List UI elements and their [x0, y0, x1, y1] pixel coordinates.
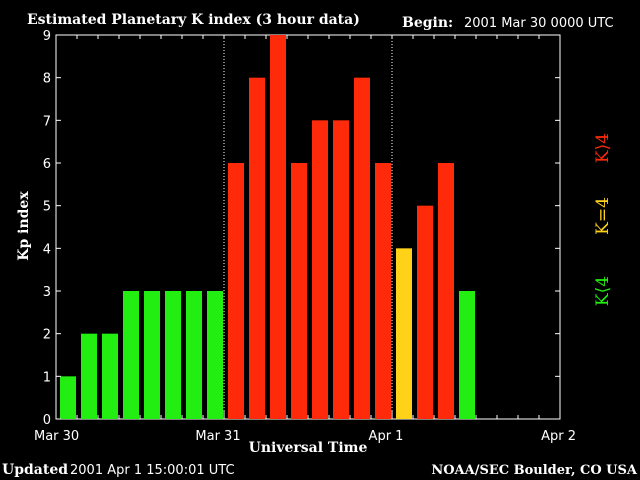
- bar: [144, 291, 160, 419]
- y-tick-label: 0: [43, 413, 51, 428]
- bar: [417, 205, 433, 419]
- bar: [375, 163, 391, 419]
- begin-label: Begin:: [402, 15, 453, 31]
- y-tick-label: 4: [43, 242, 51, 257]
- bar: [459, 291, 475, 419]
- y-tick-label: 7: [43, 114, 51, 129]
- legend-high-label: K⟩4: [593, 133, 613, 163]
- bar: [396, 248, 412, 419]
- bar: [186, 291, 202, 419]
- bar: [228, 163, 244, 419]
- y-tick-label: 3: [43, 285, 51, 300]
- bar: [312, 120, 328, 419]
- x-axis-label: Universal Time: [249, 440, 368, 456]
- updated-value: 2001 Apr 1 15:00:01 UTC: [70, 463, 235, 478]
- legend-equal-label: K=4: [593, 197, 613, 235]
- bar: [270, 35, 286, 419]
- plot-area: 0 1 2 3 4 5 6 7 8 9 Mar 30 Mar 31 Apr 1 Apr 2: [34, 29, 576, 444]
- x-tick-label: Mar 31: [195, 429, 240, 444]
- x-tick-label: Apr 2: [541, 429, 576, 444]
- bar: [102, 333, 118, 419]
- x-tick-label: Apr 1: [369, 429, 404, 444]
- y-tick-label: 1: [43, 370, 51, 385]
- x-tick-label: Mar 30: [34, 429, 79, 444]
- bar: [354, 77, 370, 420]
- y-tick-label: 5: [43, 200, 51, 215]
- legend-low-label: K⟨4: [593, 276, 613, 306]
- y-axis-label: Kp index: [16, 191, 32, 261]
- bar: [207, 291, 223, 419]
- updated-label: Updated: [2, 462, 68, 478]
- y-tick-label: 9: [43, 29, 51, 44]
- bar: [249, 77, 265, 420]
- y-tick-label: 8: [43, 72, 51, 87]
- y-tick-label: 2: [43, 328, 51, 343]
- begin-value: 2001 Mar 30 0000 UTC: [464, 16, 614, 31]
- chart-title: Estimated Planetary K index (3 hour data…: [27, 12, 360, 28]
- bar: [81, 333, 97, 419]
- source-label: NOAA/SEC Boulder, CO USA: [431, 463, 638, 478]
- bar: [291, 163, 307, 419]
- bar: [60, 376, 76, 419]
- y-tick-label: 6: [43, 157, 51, 172]
- bar: [333, 120, 349, 419]
- bar: [123, 291, 139, 419]
- bar: [438, 163, 454, 419]
- bar: [165, 291, 181, 419]
